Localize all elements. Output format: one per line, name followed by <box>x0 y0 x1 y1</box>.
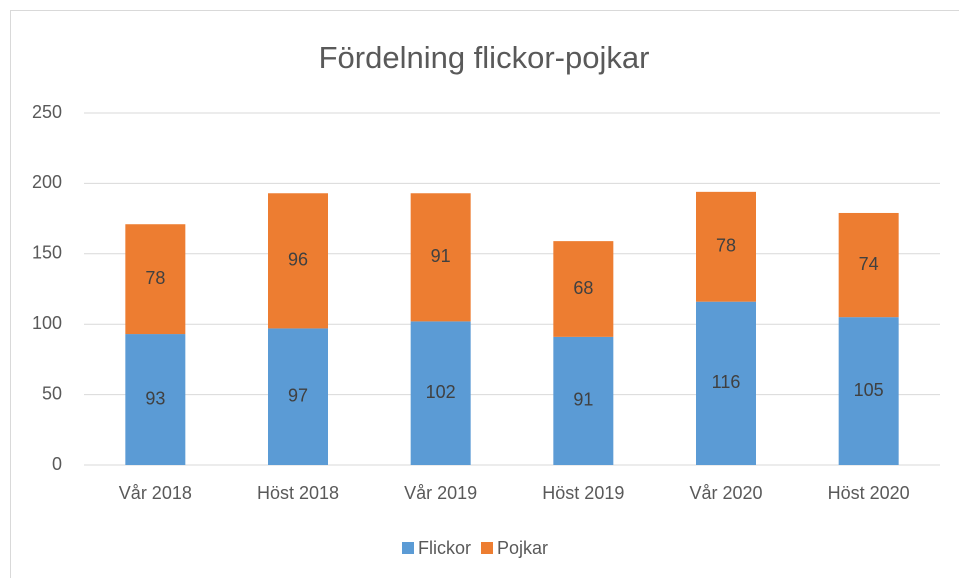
data-label: 91 <box>573 390 593 410</box>
x-tick-label: Vår 2019 <box>404 483 477 503</box>
bar <box>696 301 756 465</box>
data-label: 97 <box>288 385 308 405</box>
y-tick-label: 200 <box>32 172 62 192</box>
y-tick-label: 50 <box>42 383 62 403</box>
bar <box>125 224 186 335</box>
x-tick-label: Höst 2020 <box>828 483 910 503</box>
data-label: 102 <box>426 382 456 402</box>
bar <box>410 321 471 465</box>
data-label: 68 <box>573 278 593 298</box>
y-tick-label: 250 <box>32 102 62 122</box>
x-tick-label: Vår 2018 <box>119 483 192 503</box>
bar <box>838 212 899 318</box>
data-label: 116 <box>712 372 741 392</box>
chart-title: Fördelning flickor-pojkar <box>319 40 650 75</box>
y-tick-label: 150 <box>32 243 62 263</box>
bar <box>268 193 328 329</box>
legend-label: Flickor <box>418 538 471 558</box>
bar <box>125 334 186 465</box>
data-label: 93 <box>145 388 165 408</box>
bar <box>268 328 328 465</box>
data-label: 105 <box>854 380 884 400</box>
data-label: 91 <box>431 246 451 266</box>
data-label: 78 <box>145 268 165 288</box>
x-tick-label: Höst 2019 <box>542 483 624 503</box>
data-label: 96 <box>288 250 308 270</box>
bar <box>838 317 899 465</box>
y-tick-label: 0 <box>52 454 62 474</box>
legend-swatch <box>481 542 493 554</box>
legend-swatch <box>402 542 414 554</box>
bar <box>410 193 471 322</box>
data-label: 74 <box>859 254 879 274</box>
y-tick-label: 100 <box>32 313 62 333</box>
bar <box>696 191 756 302</box>
data-label: 78 <box>716 236 736 256</box>
x-tick-label: Vår 2020 <box>689 483 762 503</box>
bar <box>553 241 614 337</box>
bar <box>553 336 614 465</box>
x-tick-label: Höst 2018 <box>257 483 339 503</box>
legend-label: Pojkar <box>497 538 548 558</box>
